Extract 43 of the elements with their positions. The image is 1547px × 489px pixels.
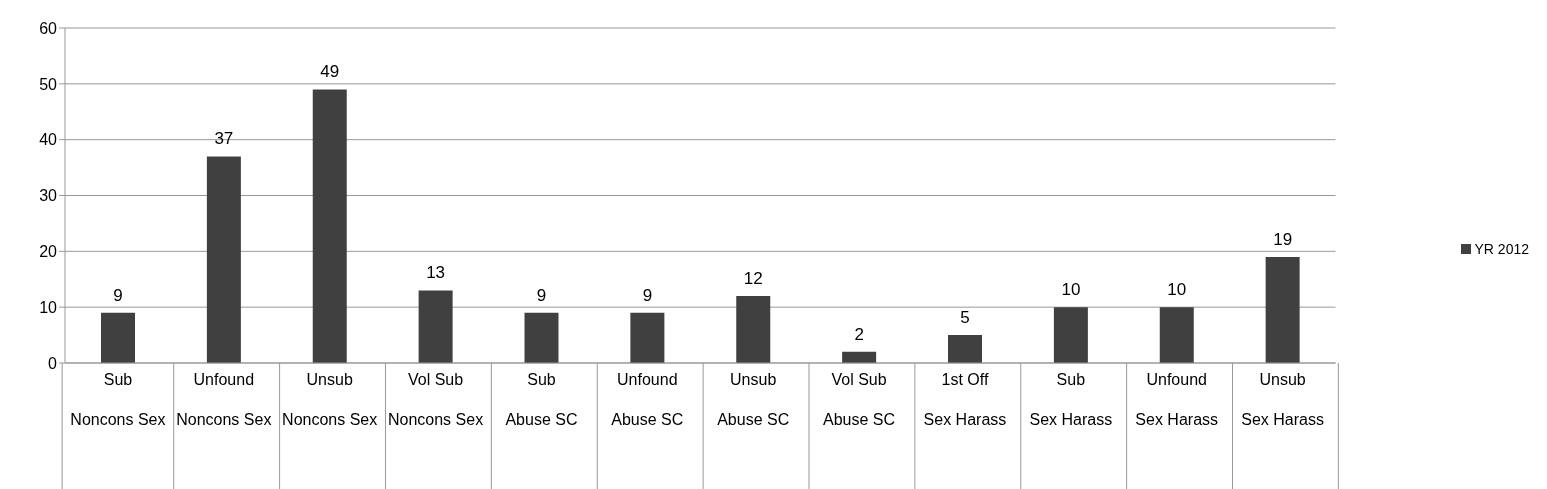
category-label: Unsub Abuse SC [717,371,790,428]
y-tick-label: 30 [39,187,58,205]
y-tick-label: 20 [39,243,58,261]
category-label: Sub Sex Harass [1029,371,1113,428]
category-label: Unfound Abuse SC [611,371,684,428]
category-label: Vol Sub Noncons Sex [387,371,484,428]
y-tick-label: 10 [39,298,58,316]
data-label: 2 [854,324,864,344]
y-tick-label: 0 [48,354,58,372]
bar [1053,307,1088,363]
category-label: Unfound Noncons Sex [176,371,272,428]
bar [1159,307,1194,363]
y-tick-label: 50 [39,75,58,93]
data-label: 10 [1167,280,1187,300]
category-label: Vol Sub Abuse SC [823,371,896,428]
data-label: 9 [536,285,547,305]
data-label: 13 [426,263,446,283]
bar [418,290,453,363]
category-label: Unfound Sex Harass [1135,371,1219,428]
y-tick-label: 40 [39,131,58,149]
legend-label: YR 2012 [1474,240,1529,257]
category-label: Unsub Sex Harass [1241,371,1324,428]
data-label: 12 [743,269,763,288]
data-label: 10 [1061,280,1081,300]
bar [524,312,559,363]
category-label: Sub Noncons Sex [70,371,166,428]
category-label: 1st Off Sex Harass [923,371,1007,428]
data-label: 9 [113,285,123,305]
category-label: Sub Abuse SC [505,371,578,428]
data-label: 9 [642,285,653,305]
data-label: 37 [214,129,234,149]
bar [312,89,347,363]
bar [948,335,983,363]
bar [736,296,771,363]
y-tick-label: 60 [39,19,58,37]
bar [206,156,241,363]
data-label: 5 [960,308,970,328]
data-label: 49 [320,62,340,82]
bar [101,312,135,363]
bar [630,312,665,363]
category-label: Unsub Noncons Sex [282,371,378,428]
bar [1265,256,1300,363]
data-label: 19 [1273,229,1293,249]
